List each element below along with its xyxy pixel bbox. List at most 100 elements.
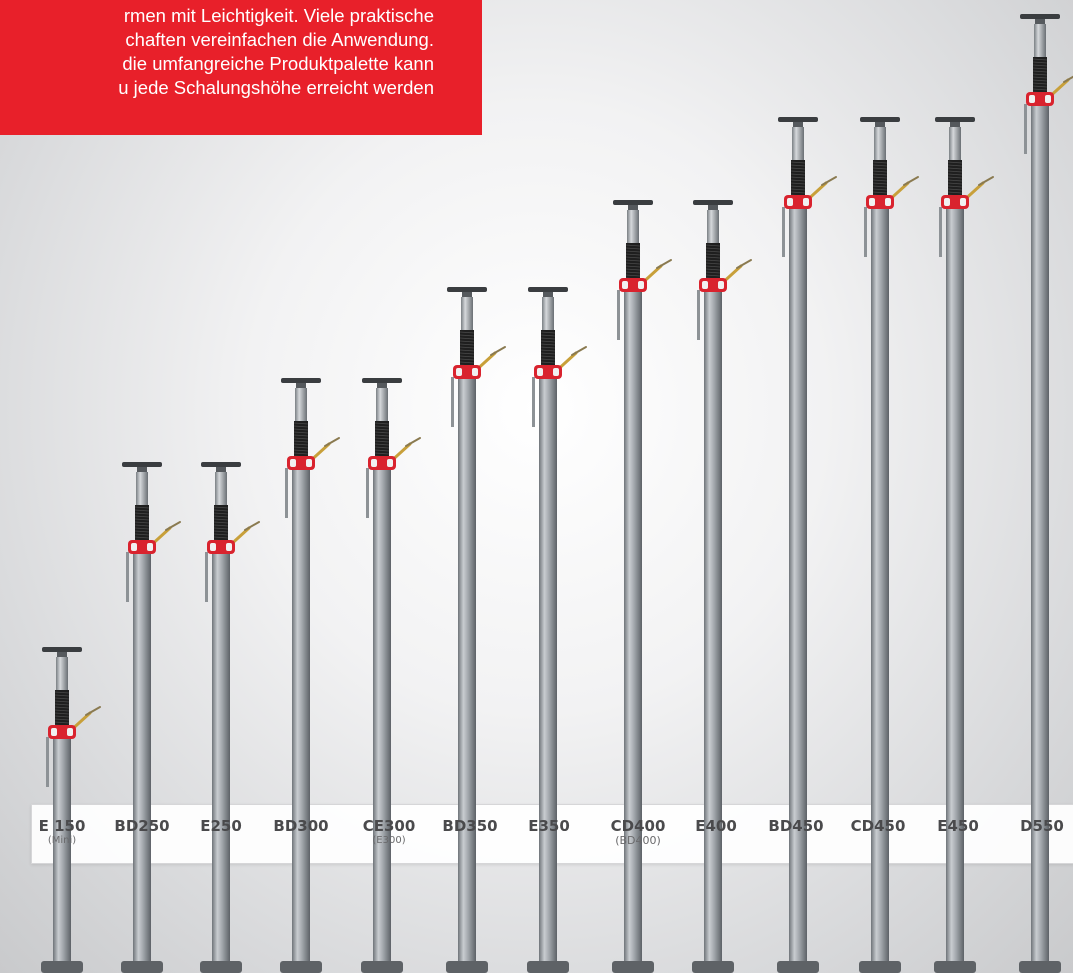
base-plate	[280, 961, 322, 973]
inner-tube	[707, 210, 719, 245]
description-banner: rmen mit Leichtigkeit. Viele praktische …	[0, 0, 482, 135]
prop-e250	[183, 0, 260, 973]
inner-tube	[792, 127, 804, 162]
hanging-rod	[451, 377, 454, 427]
base-plate	[1019, 961, 1061, 973]
top-plate	[860, 117, 900, 122]
inner-tube	[295, 388, 307, 423]
banner-line-1: rmen mit Leichtigkeit. Viele praktische	[123, 5, 434, 26]
prop-label-name: E 150	[38, 817, 86, 835]
base-plate	[692, 961, 734, 973]
prop-label: E450	[913, 817, 1003, 835]
top-plate	[281, 378, 321, 383]
prop-label-sub: (BD400)	[615, 834, 661, 847]
prop-label-name: D550	[1020, 817, 1064, 835]
top-plate	[362, 378, 402, 383]
prop-label-name: E400	[695, 817, 737, 835]
base-plate	[446, 961, 488, 973]
base-plate	[859, 961, 901, 973]
prop-label: BD250	[97, 817, 187, 835]
prop-bd450	[760, 0, 837, 973]
prop-label-name: CD400	[610, 817, 666, 835]
base-plate	[934, 961, 976, 973]
top-plate	[778, 117, 818, 122]
inner-tube	[461, 297, 473, 332]
prop-label: CE300 (E300)	[344, 817, 434, 847]
inner-tube	[949, 127, 961, 162]
outer-tube	[946, 200, 964, 961]
outer-tube	[373, 461, 391, 961]
top-plate	[528, 287, 568, 292]
inner-tube	[874, 127, 886, 162]
prop-label: BD300	[256, 817, 346, 835]
prop-label: CD400 (BD400)	[593, 817, 683, 847]
top-plate	[1020, 14, 1060, 19]
inner-tube	[56, 657, 68, 692]
prop-e450	[917, 0, 994, 973]
prop-bd250	[104, 0, 181, 973]
hanging-rod	[1024, 104, 1027, 154]
base-plate	[121, 961, 163, 973]
prop-label: BD350	[425, 817, 515, 835]
hanging-rod	[697, 290, 700, 340]
hanging-rod	[366, 468, 369, 518]
outer-tube	[871, 200, 889, 961]
inner-tube	[1034, 24, 1046, 59]
outer-tube	[212, 545, 230, 961]
hanging-rod	[285, 468, 288, 518]
outer-tube	[53, 730, 71, 961]
prop-label-name: E450	[937, 817, 979, 835]
prop-label-name: CD450	[850, 817, 906, 835]
inner-tube	[215, 472, 227, 507]
outer-tube	[133, 545, 151, 961]
prop-label-name: E250	[200, 817, 242, 835]
prop-label: CD450	[833, 817, 923, 835]
base-plate	[200, 961, 242, 973]
prop-label: D550	[997, 817, 1073, 835]
hanging-rod	[864, 207, 867, 257]
prop-label: BD450	[751, 817, 841, 835]
inner-tube	[627, 210, 639, 245]
base-plate	[41, 961, 83, 973]
top-plate	[42, 647, 82, 652]
hanging-rod	[617, 290, 620, 340]
outer-tube	[458, 370, 476, 961]
prop-label-sub: (E300)	[372, 835, 406, 846]
prop-label: E250	[176, 817, 266, 835]
top-plate	[613, 200, 653, 205]
prop-e150	[24, 0, 101, 973]
banner-line-4: u jede Schalungshöhe erreicht werden	[118, 77, 434, 98]
prop-label-name: BD300	[273, 817, 329, 835]
outer-tube	[539, 370, 557, 961]
inner-tube	[542, 297, 554, 332]
outer-tube	[1031, 97, 1049, 961]
prop-e400	[675, 0, 752, 973]
prop-label-sub: (Mini)	[47, 835, 77, 846]
prop-label-name: BD350	[442, 817, 498, 835]
prop-label-name: E350	[528, 817, 570, 835]
base-plate	[612, 961, 654, 973]
inner-tube	[376, 388, 388, 423]
prop-label: E400	[671, 817, 761, 835]
prop-e350	[510, 0, 587, 973]
hanging-rod	[46, 737, 49, 787]
prop-bd300	[263, 0, 340, 973]
outer-tube	[789, 200, 807, 961]
base-plate	[527, 961, 569, 973]
top-plate	[447, 287, 487, 292]
top-plate	[122, 462, 162, 467]
top-plate	[201, 462, 241, 467]
hanging-rod	[205, 552, 208, 602]
prop-cd450	[842, 0, 919, 973]
hanging-rod	[939, 207, 942, 257]
top-plate	[693, 200, 733, 205]
prop-d550	[1002, 0, 1073, 973]
banner-line-3: die umfangreiche Produktpalette kann	[122, 53, 434, 74]
outer-tube	[624, 283, 642, 961]
base-plate	[777, 961, 819, 973]
prop-bd350	[429, 0, 506, 973]
hanging-rod	[532, 377, 535, 427]
inner-tube	[136, 472, 148, 507]
prop-cd400	[595, 0, 672, 973]
